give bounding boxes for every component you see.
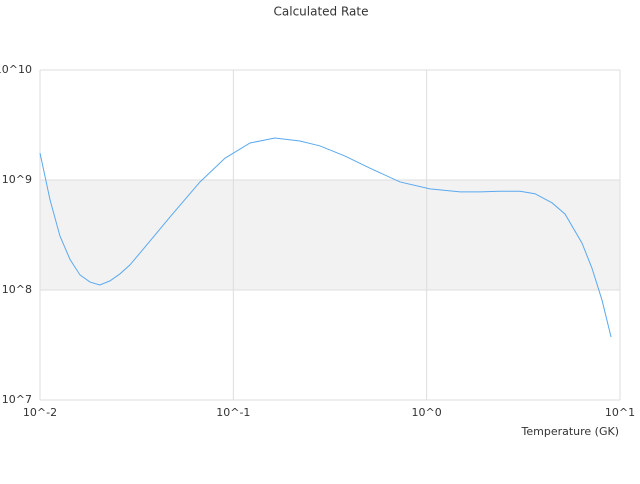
x-tick-label: 10^0 bbox=[412, 406, 442, 419]
x-tick-label: 10^-2 bbox=[23, 406, 57, 419]
x-tick-label: 10^-1 bbox=[216, 406, 250, 419]
y-tick-label: 10^9 bbox=[2, 173, 32, 186]
chart-title: Calculated Rate bbox=[274, 5, 369, 19]
data-line bbox=[39, 137, 612, 338]
y-tick-label: 10^8 bbox=[2, 283, 32, 296]
y-tick-label: 10^10 bbox=[0, 63, 32, 76]
x-axis-label: Temperature (GK) bbox=[521, 425, 620, 438]
y-tick-label: 10^7 bbox=[2, 393, 32, 406]
x-tick-label: 10^1 bbox=[605, 406, 635, 419]
grid-band bbox=[40, 180, 620, 290]
